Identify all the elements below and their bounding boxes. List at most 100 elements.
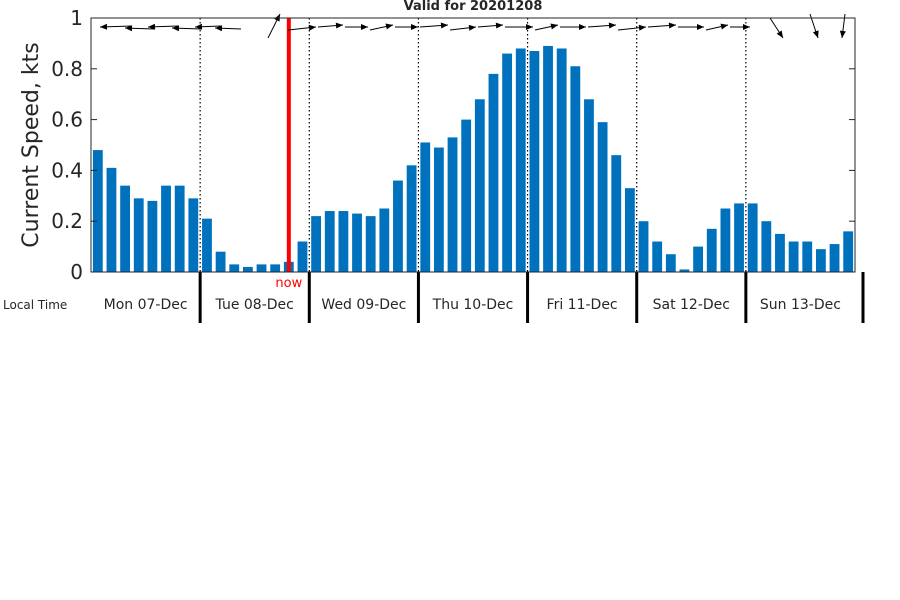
bar — [324, 211, 335, 272]
bar — [515, 48, 526, 273]
y-tick-label: 0.2 — [51, 209, 83, 233]
bar — [734, 203, 744, 272]
bar — [297, 241, 308, 272]
bar — [215, 251, 226, 272]
bar — [488, 73, 499, 272]
direction-arrow-head — [550, 23, 558, 30]
direction-arrow-head — [468, 24, 476, 31]
bar — [584, 99, 594, 272]
bar — [393, 180, 403, 272]
day-label: Sat 12-Dec — [653, 297, 730, 313]
bar — [242, 266, 253, 272]
direction-arrow-head — [335, 22, 343, 29]
bar — [202, 218, 212, 272]
bar — [106, 167, 117, 272]
axes: 0 0.2 0.4 0.6 0.8 1 — [51, 6, 856, 284]
bar — [843, 231, 854, 272]
direction-arrow-head — [720, 23, 728, 30]
bar — [270, 264, 281, 272]
direction-arrow-head — [100, 23, 108, 30]
direction-arrow-head — [608, 22, 616, 29]
direction-arrow-head — [385, 23, 393, 30]
direction-arrow-head — [172, 25, 180, 32]
direction-arrow-head — [668, 22, 676, 29]
bar — [829, 244, 840, 272]
bar — [379, 208, 390, 272]
bar — [92, 150, 103, 272]
direction-arrow-head — [495, 22, 503, 29]
bar — [365, 216, 376, 272]
bar — [502, 53, 513, 273]
direction-arrows — [99, 13, 846, 39]
bar — [720, 208, 731, 272]
day-label: Mon 07-Dec — [104, 297, 188, 313]
bar — [447, 137, 458, 272]
bar — [433, 147, 444, 272]
direction-arrow-head — [638, 24, 646, 31]
direction-arrow-head — [743, 24, 750, 30]
bar — [624, 188, 635, 272]
y-tick-label: 0.4 — [51, 158, 83, 182]
direction-arrow-head — [526, 24, 533, 30]
bar — [679, 269, 690, 272]
day-label: Fri 11-Dec — [547, 297, 618, 313]
bar — [420, 142, 431, 272]
now-marker: now — [275, 18, 303, 291]
bar — [338, 211, 349, 272]
bar — [706, 228, 717, 272]
direction-arrow-head — [361, 24, 368, 30]
bar — [529, 51, 540, 272]
day-label: Tue 08-Dec — [215, 297, 294, 313]
bar — [665, 254, 676, 272]
bar — [652, 241, 663, 272]
bar — [474, 99, 485, 272]
direction-arrow-head — [697, 24, 704, 30]
bar — [461, 119, 472, 272]
bar — [133, 198, 144, 272]
bar — [775, 233, 785, 272]
bar — [352, 213, 362, 272]
bar — [406, 165, 417, 272]
bar — [161, 185, 171, 272]
bar — [120, 185, 131, 272]
day-labels: Mon 07-Dec Tue 08-Dec Wed 09-Dec Thu 10-Dec… — [104, 297, 841, 313]
bar — [311, 216, 322, 272]
bar — [256, 264, 267, 272]
direction-arrow-head — [579, 24, 586, 30]
y-tick-label: 0.6 — [51, 108, 83, 132]
day-label: Sun 13-Dec — [760, 297, 841, 313]
now-label: now — [275, 276, 302, 291]
bar — [597, 122, 608, 272]
local-time-label: Local Time — [3, 298, 67, 312]
direction-arrow-head — [308, 24, 316, 31]
direction-arrow-head — [411, 24, 418, 30]
direction-arrow-head — [812, 30, 819, 38]
bar — [802, 241, 813, 272]
plot-frame — [90, 17, 856, 273]
chart-title: Valid for 20201208 — [404, 0, 543, 14]
bar — [693, 246, 704, 272]
direction-arrow-head — [148, 23, 156, 30]
bar — [543, 45, 553, 272]
bar — [611, 155, 622, 272]
bar-series — [92, 45, 854, 273]
day-separators — [198, 18, 865, 323]
bar — [761, 221, 772, 272]
y-tick-label: 0.8 — [51, 57, 83, 81]
day-label: Wed 09-Dec — [321, 297, 406, 313]
bar — [815, 249, 826, 272]
direction-arrow-head — [195, 23, 203, 30]
y-tick-label: 1 — [70, 6, 83, 30]
y-tick-label: 0 — [70, 260, 83, 284]
bar — [174, 185, 185, 272]
bar — [638, 221, 649, 272]
bar — [556, 48, 567, 273]
y-axis-label: Current Speed, kts — [19, 42, 44, 247]
bar — [570, 66, 581, 272]
bar — [147, 200, 158, 272]
day-label: Thu 10-Dec — [432, 297, 514, 313]
bar — [229, 264, 240, 272]
bar — [188, 198, 199, 272]
